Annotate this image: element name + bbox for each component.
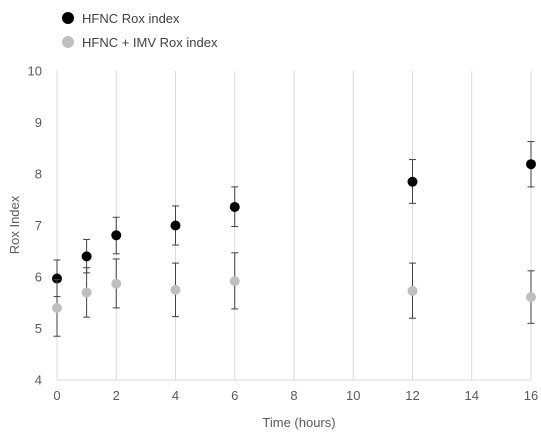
x-tick-label: 2 — [113, 388, 120, 403]
data-point — [229, 276, 240, 287]
legend-marker-hfnc-imv — [62, 36, 74, 48]
data-marks — [52, 141, 536, 337]
data-point — [81, 287, 92, 298]
x-axis-label: Time (hours) — [262, 415, 335, 430]
data-point — [407, 176, 418, 187]
data-point — [170, 284, 181, 295]
y-tick-label: 5 — [35, 321, 42, 336]
y-tick-label: 7 — [35, 218, 42, 233]
data-point — [111, 230, 122, 241]
x-tick-label: 8 — [290, 388, 297, 403]
x-tick-label: 0 — [53, 388, 60, 403]
axes: 0 2 4 6 8 10 12 14 16 4 5 6 7 8 9 10 — [28, 64, 539, 404]
data-point — [170, 220, 181, 231]
data-point — [52, 302, 62, 313]
legend-marker-hfnc — [62, 12, 74, 24]
data-point — [229, 201, 240, 212]
data-point — [81, 251, 92, 262]
data-point — [407, 285, 418, 296]
legend-label-hfnc: HFNC Rox index — [82, 10, 180, 26]
data-point — [52, 273, 62, 284]
x-tick-label: 10 — [346, 388, 360, 403]
data-point — [526, 159, 536, 170]
y-tick-label: 6 — [35, 270, 42, 285]
legend-item-hfnc: HFNC Rox index — [62, 6, 217, 30]
legend: HFNC Rox index HFNC + IMV Rox index — [62, 6, 217, 54]
y-tick-label: 4 — [35, 373, 42, 388]
data-point — [526, 292, 536, 303]
x-tick-label: 6 — [231, 388, 238, 403]
legend-label-hfnc-imv: HFNC + IMV Rox index — [82, 34, 218, 50]
y-tick-label: 9 — [35, 115, 42, 130]
gridlines — [115, 71, 532, 380]
y-tick-label: 8 — [35, 167, 42, 182]
x-tick-label: 12 — [405, 388, 419, 403]
x-tick-label: 4 — [172, 388, 179, 403]
data-point — [111, 278, 122, 289]
series-hfnc-imv — [52, 252, 536, 337]
x-tick-label: 16 — [524, 388, 538, 403]
y-axis-label: Rox Index — [7, 195, 22, 254]
x-tick-label: 14 — [465, 388, 479, 403]
y-tick-label: 10 — [28, 64, 42, 79]
legend-item-hfnc-imv: HFNC + IMV Rox index — [62, 30, 217, 54]
